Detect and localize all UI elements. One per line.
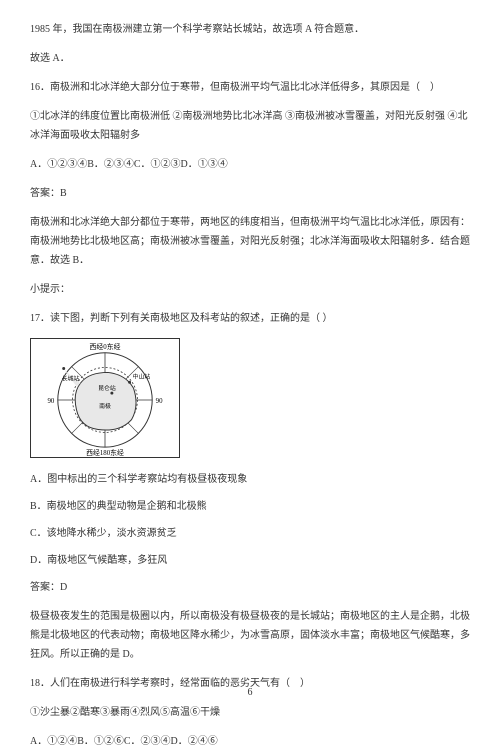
q16-tip: 小提示： [30, 280, 470, 299]
q17-option-b: B．南极地区的典型动物是企鹅和北极熊 [30, 497, 470, 516]
q16-stem: 16．南极洲和北冰洋绝大部分位于寒带，但南极洲平均气温比北冰洋低得多，其原因是（… [30, 78, 470, 97]
q15-tail-text: 1985 年，我国在南极洲建立第一个科学考察站长城站，故选项 A 符合题意． [30, 20, 470, 39]
top-label: 西经0东经 [90, 342, 121, 351]
q17-option-a: A．图中标出的三个科学考察站均有极昼极夜现象 [30, 470, 470, 489]
q18-circled: ①沙尘暴②酷寒③暴雨④烈风⑤高温⑥干燥 [30, 703, 470, 722]
q17-option-c: C．该地降水稀少，淡水资源贫乏 [30, 524, 470, 543]
changcheng-label: 长城站 [62, 374, 80, 382]
q16-explain: 南极洲和北冰洋绝大部分都位于寒带，两地区的纬度相当，但南极洲平均气温比北冰洋低，… [30, 213, 470, 270]
q17-option-d: D．南极地区气候酷寒，多狂风 [30, 551, 470, 570]
q18-options: A．①②④B．①②⑥C．②③④D．②④⑥ [30, 732, 470, 751]
q17-explain: 极昼极夜发生的范围是极圈以内，所以南极没有极昼极夜的是长城站；南极地区的主人是企… [30, 607, 470, 664]
left-90: 90 [47, 398, 54, 405]
center-label: 南极 [99, 402, 111, 410]
antarctica-map-svg: 西经0东经 西经180东经 90 90 南极 长城站 中山站 昆仑站 [31, 339, 179, 457]
page-number: 6 [0, 683, 500, 702]
antarctica-landmass [75, 372, 136, 430]
bottom-label: 西经180东经 [86, 448, 124, 457]
right-90: 90 [156, 398, 163, 405]
q17-answer: 答案：D [30, 578, 470, 597]
kunlun-label: 昆仑站 [98, 384, 116, 392]
changcheng-dot [62, 367, 65, 370]
q16-options: A．①②③④B．②③④C．①②③D．①③④ [30, 155, 470, 174]
q16-answer: 答案：B [30, 184, 470, 203]
q15-choose: 故选 A． [30, 49, 470, 68]
zhongshan-label: 中山站 [133, 372, 151, 380]
zhongshan-dot [128, 381, 131, 384]
antarctica-map-figure: 西经0东经 西经180东经 90 90 南极 长城站 中山站 昆仑站 [30, 338, 180, 458]
q17-stem: 17．读下图，判断下列有关南极地区及科考站的叙述，正确的是（ ） [30, 309, 470, 328]
q16-circled: ①北冰洋的纬度位置比南极洲低 ②南极洲地势比北冰洋高 ③南极洲被冰雪覆盖，对阳光… [30, 107, 470, 145]
